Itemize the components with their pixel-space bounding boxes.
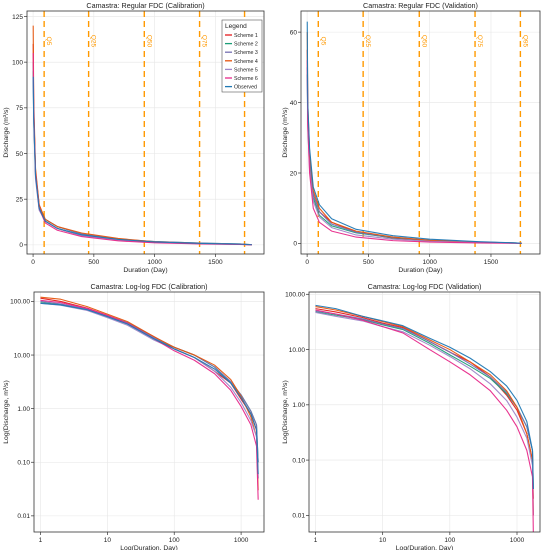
threshold-label-q75: Q75 xyxy=(201,35,208,48)
y-axis-label: Log(Discharge, m³/s) xyxy=(3,380,10,443)
y-tick-label: 0.01 xyxy=(292,513,305,520)
threshold-label-q5: Q5 xyxy=(45,37,52,46)
x-tick-label: 1000 xyxy=(234,537,249,544)
threshold-label-q75: Q75 xyxy=(476,35,483,48)
threshold-label-q5: Q5 xyxy=(319,37,326,46)
y-axis-label: Discharge (m³/s) xyxy=(3,107,10,157)
x-tick-label: 1000 xyxy=(510,537,525,544)
y-tick-label: 10.00 xyxy=(289,347,306,354)
y-tick-label: 40 xyxy=(290,100,298,107)
legend-label-scheme-4: Scheme 4 xyxy=(234,59,258,65)
chart-title: Camastra: Regular FDC (Validation) xyxy=(363,1,478,10)
plot-area xyxy=(301,11,540,254)
x-tick-label: 1000 xyxy=(147,259,162,266)
chart-title: Camastra: Regular FDC (Calibration) xyxy=(86,1,204,10)
x-tick-label: 100 xyxy=(444,537,455,544)
x-tick-label: 1500 xyxy=(208,259,223,266)
x-tick-label: 1 xyxy=(39,537,43,544)
y-tick-label: 50 xyxy=(16,151,24,158)
threshold-label-q50: Q50 xyxy=(145,35,152,48)
x-tick-label: 0 xyxy=(31,259,35,266)
legend-label-scheme-5: Scheme 5 xyxy=(234,67,258,73)
y-axis-label: Log(Discharge, m³/s) xyxy=(282,380,289,443)
series-line-scheme-6 xyxy=(40,299,259,500)
chart-panel-4: Camastra: Log-log FDC (Validation) 1 10 100… xyxy=(282,282,541,552)
plot-area xyxy=(309,292,540,532)
y-tick-label: 100 xyxy=(12,59,23,66)
y-tick-label: 0.10 xyxy=(17,460,30,467)
x-tick-label: 500 xyxy=(363,259,374,266)
y-tick-label: 0 xyxy=(19,242,23,249)
y-tick-label: 60 xyxy=(290,29,298,36)
series-line-observed xyxy=(40,302,259,475)
x-tick-label: 1500 xyxy=(484,259,499,266)
series-line-observed xyxy=(306,21,522,244)
y-tick-label: 0.10 xyxy=(292,457,305,464)
y-tick-label: 1.00 xyxy=(292,402,305,409)
x-tick-label: 1000 xyxy=(422,259,437,266)
legend-label-scheme-2: Scheme 2 xyxy=(234,42,258,48)
threshold-label-q50: Q50 xyxy=(420,35,427,48)
legend: Legend Scheme 1 Scheme 2 Scheme 3 Scheme 4 Sc… xyxy=(221,19,263,93)
plot-frame xyxy=(300,10,541,255)
plot-frame xyxy=(33,291,265,533)
threshold-label-q25: Q25 xyxy=(364,35,371,48)
y-tick-label: 100.00 xyxy=(285,292,305,299)
x-axis-label: Log(Duration, Day) xyxy=(120,545,177,550)
x-axis-label: Duration (Day) xyxy=(398,267,442,274)
series-line-scheme-4 xyxy=(40,296,259,491)
y-tick-label: 20 xyxy=(290,170,298,177)
chart-panel-1: Camastra: Regular FDC (Calibration) Q5 Q25… xyxy=(3,1,265,274)
x-tick-label: 1 xyxy=(314,537,318,544)
y-tick-label: 25 xyxy=(16,196,24,203)
y-tick-label: 0.01 xyxy=(17,513,30,520)
series-line-scheme-5 xyxy=(315,311,534,516)
y-tick-label: 75 xyxy=(16,105,24,112)
y-tick-label: 100.00 xyxy=(10,299,30,306)
threshold-label-q25: Q25 xyxy=(90,35,97,48)
legend-label-scheme-3: Scheme 3 xyxy=(234,50,258,56)
y-tick-label: 10.00 xyxy=(14,352,31,359)
legend-title: Legend xyxy=(225,23,247,30)
y-tick-label: 0 xyxy=(293,241,297,248)
legend-box xyxy=(221,19,263,93)
chart-panel-3: Camastra: Log-log FDC (Calibration) 1 10 10… xyxy=(3,282,265,552)
chart-title: Camastra: Log-log FDC (Validation) xyxy=(368,282,482,291)
plot-frame xyxy=(26,10,265,255)
x-tick-label: 0 xyxy=(305,259,309,266)
y-axis-label: Discharge (m³/s) xyxy=(282,107,289,157)
threshold-label-q95: Q95 xyxy=(521,35,528,48)
x-tick-label: 500 xyxy=(88,259,99,266)
series-line-observed xyxy=(32,76,252,246)
x-axis-label: Duration (Day) xyxy=(123,267,167,274)
chart-title: Camastra: Log-log FDC (Calibration) xyxy=(90,282,207,291)
series-line-scheme-6 xyxy=(306,60,522,244)
plot-area xyxy=(34,292,264,532)
x-tick-label: 10 xyxy=(379,537,387,544)
chart-panel-2: Camastra: Regular FDC (Validation) Q5 Q25 Q… xyxy=(282,1,541,274)
series-line-observed xyxy=(315,304,534,490)
y-tick-label: 125 xyxy=(12,14,23,21)
series-line-scheme-3 xyxy=(315,310,534,490)
plot-frame xyxy=(308,291,541,533)
x-tick-label: 100 xyxy=(169,537,180,544)
x-tick-label: 10 xyxy=(104,537,112,544)
legend-label-scheme-1: Scheme 1 xyxy=(234,33,258,39)
legend-label-observed: Observed xyxy=(234,85,257,91)
x-axis-label: Log(Duration, Day) xyxy=(396,545,453,550)
series-line-scheme-6 xyxy=(315,309,534,533)
y-tick-label: 1.00 xyxy=(17,406,30,413)
legend-label-scheme-6: Scheme 6 xyxy=(234,76,258,82)
